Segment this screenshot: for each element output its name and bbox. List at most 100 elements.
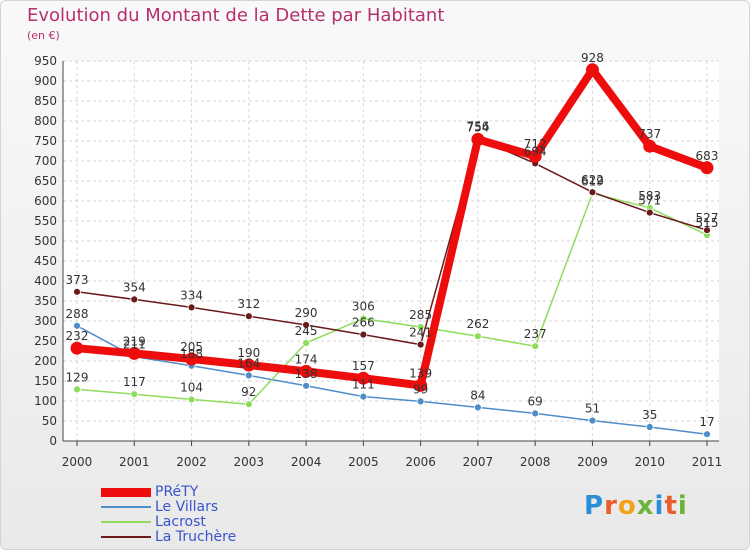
series-point	[185, 352, 199, 366]
y-tick-label: 450	[34, 254, 57, 268]
legend-swatch	[101, 506, 151, 508]
data-label: 190	[237, 346, 260, 360]
y-tick-label: 750	[34, 134, 57, 148]
data-label: 928	[581, 51, 604, 65]
series-point	[700, 161, 714, 175]
series-point	[359, 392, 368, 401]
chart-unit-label: (en €)	[27, 29, 60, 42]
data-label: 138	[295, 367, 318, 381]
data-label: 312	[237, 297, 260, 311]
data-label: 211	[123, 338, 146, 352]
series-point	[299, 364, 313, 378]
series-point	[528, 149, 542, 163]
y-tick-label: 950	[34, 54, 57, 68]
y-tick-label: 650	[34, 174, 57, 188]
data-label: 51	[585, 402, 600, 416]
series-point	[127, 346, 141, 360]
series-point	[703, 226, 711, 235]
x-tick-label: 2000	[62, 455, 93, 469]
series-point	[73, 385, 81, 394]
y-tick-label: 500	[34, 234, 57, 248]
data-label: 622	[581, 173, 604, 187]
data-label: 306	[352, 300, 375, 314]
data-label: 104	[180, 380, 203, 394]
data-label: 232	[66, 329, 89, 343]
legend-label: Le Villars	[155, 499, 219, 515]
data-label: 117	[123, 375, 146, 389]
data-label: 354	[123, 280, 146, 294]
series-line-3	[76, 137, 708, 346]
series-point	[359, 314, 368, 323]
chart-title: Evolution du Montant de la Dette par Hab…	[27, 5, 445, 26]
x-tick-label: 2006	[405, 455, 436, 469]
logo-letter: t	[664, 491, 678, 521]
data-label: 129	[66, 370, 89, 384]
x-tick-label: 2008	[520, 455, 551, 469]
data-label: 619	[581, 174, 604, 188]
logo-letter: i	[677, 491, 688, 521]
proxiti-logo: Proxiti	[584, 491, 688, 521]
series-point	[187, 395, 196, 404]
y-tick-label: 700	[34, 154, 57, 168]
data-label: 583	[638, 189, 661, 203]
series-point	[531, 342, 540, 351]
legend-label: PRéTY	[155, 484, 199, 500]
x-tick-label: 2003	[234, 455, 265, 469]
y-tick-label: 850	[34, 94, 57, 108]
data-label: 694	[524, 144, 547, 158]
logo-letter: x	[636, 491, 655, 521]
legend-swatch	[101, 521, 151, 523]
y-tick-label: 200	[34, 354, 57, 368]
data-label: 515	[696, 216, 719, 230]
series-point	[70, 341, 84, 355]
data-label: 241	[409, 326, 432, 340]
series-point	[130, 295, 139, 304]
y-tick-label: 150	[34, 374, 57, 388]
series-point	[414, 378, 428, 392]
data-label: 737	[638, 127, 661, 141]
y-tick-label: 50	[42, 414, 57, 428]
x-tick-label: 2007	[463, 455, 494, 469]
series-point	[244, 400, 253, 409]
legend-swatch	[101, 488, 151, 497]
data-label: 92	[241, 385, 256, 399]
data-label: 205	[180, 340, 203, 354]
data-label: 219	[123, 334, 146, 348]
series-point	[416, 323, 425, 331]
data-label: 527	[696, 211, 719, 225]
series-point	[187, 303, 196, 312]
x-tick-label: 2002	[176, 455, 207, 469]
x-tick-label: 2009	[577, 455, 608, 469]
y-tick-label: 800	[34, 114, 57, 128]
data-label: 754	[466, 120, 489, 134]
data-label: 17	[699, 415, 714, 429]
series-point	[242, 358, 256, 372]
series-point	[73, 287, 81, 296]
series-point	[643, 139, 657, 153]
logo-letter: P	[584, 491, 605, 521]
data-label: 139	[409, 366, 432, 380]
series-point	[302, 339, 310, 347]
series-point	[302, 381, 310, 390]
data-label: 157	[352, 359, 375, 373]
logo-letter: r	[604, 491, 618, 521]
data-label: 266	[352, 316, 375, 330]
logo-letter: o	[617, 491, 637, 521]
y-tick-label: 100	[34, 394, 57, 408]
legend-label: Lacrost	[155, 514, 206, 530]
data-label: 683	[696, 149, 719, 163]
y-tick-label: 400	[34, 274, 57, 288]
series-point	[531, 409, 540, 418]
series-point	[471, 132, 485, 146]
data-label: 285	[409, 308, 432, 322]
data-label: 164	[237, 356, 260, 370]
data-label: 69	[528, 394, 543, 408]
series-point	[474, 403, 482, 412]
series-point	[416, 340, 425, 349]
legend-label: La Truchère	[155, 529, 237, 545]
y-tick-label: 300	[34, 314, 57, 328]
data-label: 334	[180, 288, 203, 302]
data-label: 174	[295, 352, 318, 366]
data-label: 99	[413, 382, 428, 396]
